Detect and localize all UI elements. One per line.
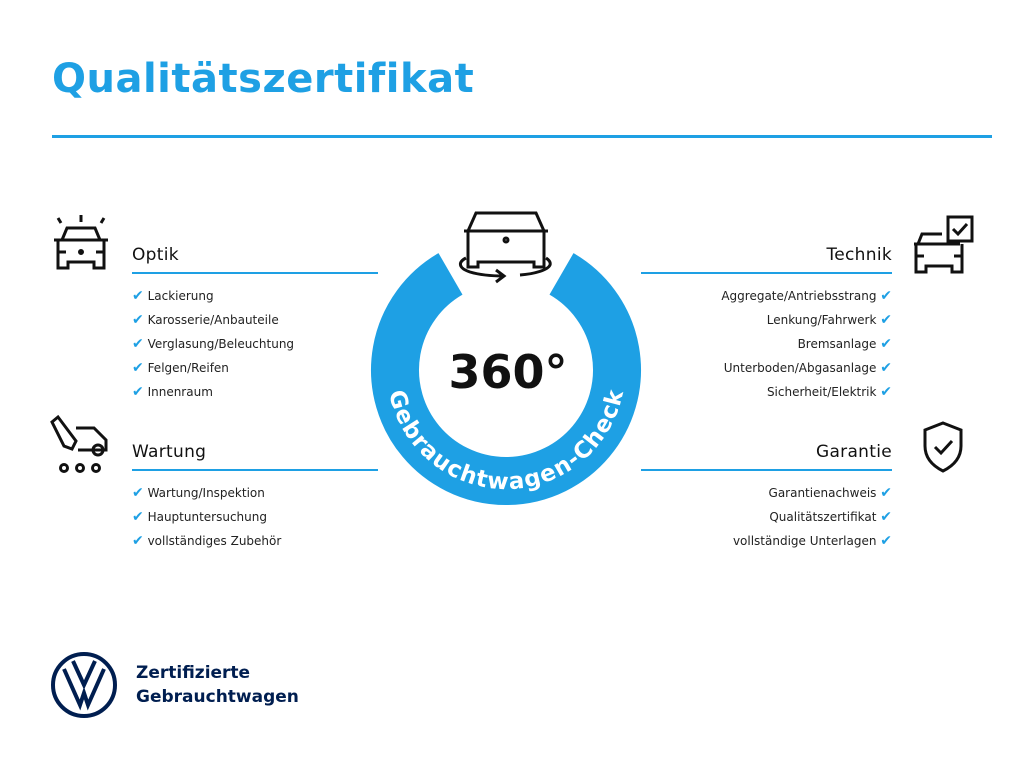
check-icon: ✔ bbox=[132, 485, 144, 501]
list-item: ✔ Verglasung/Beleuchtung bbox=[132, 336, 295, 352]
car-checklist-icon bbox=[914, 215, 974, 274]
list-item: ✔ Karosserie/Anbauteile bbox=[132, 312, 279, 328]
check-icon: ✔ bbox=[132, 288, 144, 304]
check-icon: ✔ bbox=[880, 533, 892, 549]
list-item: Garantienachweis ✔ bbox=[768, 485, 892, 501]
check-icon: ✔ bbox=[880, 360, 892, 376]
list-item: vollständige Unterlagen ✔ bbox=[732, 533, 892, 549]
check-icon: ✔ bbox=[880, 288, 892, 304]
section-technik: Technik Aggregate/Antriebsstrang ✔ Lenku… bbox=[641, 245, 892, 409]
section-heading: Technik bbox=[826, 245, 892, 265]
list-item: ✔ Felgen/Reifen bbox=[132, 360, 229, 376]
section-divider bbox=[641, 272, 892, 274]
section-heading: Optik bbox=[132, 245, 179, 265]
badge-ring bbox=[371, 253, 641, 505]
section-heading: Garantie bbox=[815, 442, 892, 462]
list-item: ✔ Wartung/Inspektion bbox=[132, 485, 265, 501]
check-icon: ✔ bbox=[880, 485, 892, 501]
check-icon: ✔ bbox=[132, 336, 144, 352]
list-item: Aggregate/Antriebsstrang ✔ bbox=[721, 288, 892, 304]
check-icon: ✔ bbox=[132, 312, 144, 328]
list-item: Bremsanlage ✔ bbox=[797, 336, 892, 352]
shield-check-icon bbox=[923, 421, 963, 473]
title-divider bbox=[52, 135, 992, 138]
section-wartung: Wartung ✔ Wartung/Inspektion ✔ Hauptunte… bbox=[132, 442, 378, 558]
check-icon: ✔ bbox=[132, 360, 144, 376]
section-divider bbox=[132, 272, 378, 274]
car-lights-icon bbox=[54, 215, 108, 270]
maintenance-icon bbox=[50, 414, 108, 473]
check-icon: ✔ bbox=[132, 533, 144, 549]
list-item: Qualitätszertifikat ✔ bbox=[769, 509, 892, 525]
section-garantie: Garantie Garantienachweis ✔ Qualitätszer… bbox=[641, 442, 892, 558]
check-icon: ✔ bbox=[132, 509, 144, 525]
list-item: Sicherheit/Elektrik ✔ bbox=[766, 384, 892, 400]
check-icon: ✔ bbox=[132, 384, 144, 400]
vw-logo bbox=[51, 652, 117, 718]
brand-text: Zertifizierte Gebrauchtwagen bbox=[136, 663, 299, 707]
list-item: ✔ Innenraum bbox=[132, 384, 213, 400]
check-icon: ✔ bbox=[880, 509, 892, 525]
section-heading: Wartung bbox=[132, 442, 207, 462]
list-item: ✔ vollständiges Zubehör bbox=[132, 533, 282, 549]
list-item: ✔ Hauptuntersuchung bbox=[132, 509, 267, 525]
badge-number: 360° bbox=[448, 345, 567, 399]
check-icon: ✔ bbox=[880, 384, 892, 400]
section-optik: Optik ✔ Lackierung ✔ Karosserie/Anbautei… bbox=[132, 245, 378, 409]
list-item: Unterboden/Abgasanlage ✔ bbox=[723, 360, 892, 376]
list-item: ✔ Lackierung bbox=[132, 288, 214, 304]
list-item: Lenkung/Fahrwerk ✔ bbox=[766, 312, 892, 328]
check-icon: ✔ bbox=[880, 312, 892, 328]
check-icon: ✔ bbox=[880, 336, 892, 352]
section-divider bbox=[132, 469, 378, 471]
page-title: Qualitätszertifikat bbox=[52, 56, 475, 102]
car-rotate-icon bbox=[459, 211, 552, 284]
section-divider bbox=[641, 469, 892, 471]
